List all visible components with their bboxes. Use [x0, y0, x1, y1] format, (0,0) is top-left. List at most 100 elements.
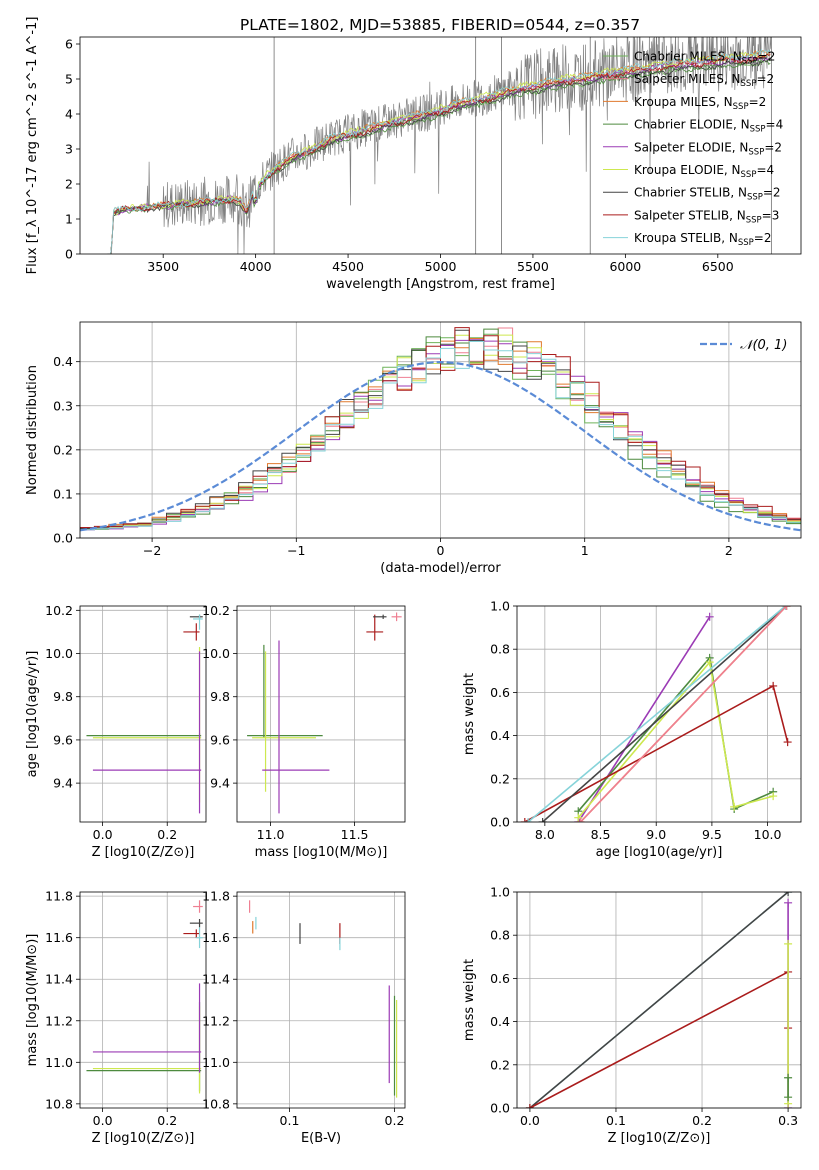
panel-weight-vs-age: 8.0 8.5 9.0 9.5 10.0 0.0 0.2 0.4 0.6 0.8 1.0 age [l… [462, 599, 802, 860]
y-tick-label: 0.4 [53, 354, 73, 369]
weight-marker [783, 738, 792, 747]
plot-area [86, 614, 203, 814]
y-tick-label: 11.0 [45, 1055, 73, 1070]
panel-residuals: −2 −1 0 1 2 0.0 0.1 0.2 0.3 0.4 (data-model)/error… [25, 321, 802, 576]
y-tick-label: 11.2 [45, 1013, 73, 1028]
y-tick-label: 1.0 [490, 599, 510, 614]
y-tick-label: 0.4 [490, 728, 510, 743]
y-tick-label: 10.0 [202, 646, 230, 661]
y-tick-label: 0.0 [490, 1101, 510, 1116]
legend-subscript: SSP [733, 102, 749, 112]
x-tick-label: 0.2 [385, 1113, 405, 1128]
y-tick-label: 0.8 [490, 642, 510, 657]
x-tick-label: 0.0 [520, 1113, 540, 1128]
weight-line [529, 892, 789, 1108]
model-chabrier-stelib [107, 57, 771, 254]
grid [80, 892, 206, 1108]
y-tick-label: 0.0 [490, 815, 510, 830]
y-tick-label: 9.6 [210, 732, 230, 747]
legend-subscript: SSP [738, 238, 754, 248]
grid [80, 606, 206, 822]
legend-count: =2 [764, 140, 782, 154]
legend-label: Kroupa ELODIE, NSSP=4 [634, 163, 774, 180]
y-tick-label: 3 [65, 142, 73, 157]
legend-label: Salpeter STELIB, NSSP=3 [634, 208, 779, 225]
axes-frame [236, 605, 406, 823]
x-tick-label: 6500 [702, 259, 734, 274]
weight-line [577, 660, 774, 819]
grid [237, 606, 405, 822]
x-axis-label: Z [log10(Z/Z⊙)] [92, 845, 195, 860]
x-tick-label: 0 [437, 543, 445, 558]
plot-area [107, 37, 772, 254]
y-tick-label: 11.4 [202, 972, 230, 987]
weight-marker [524, 818, 533, 822]
y-tick-label: 10.2 [202, 603, 230, 618]
weight-marker [769, 792, 778, 801]
legend-subscript: SSP [747, 193, 763, 203]
legend-label: 𝒩(0, 1) [740, 338, 787, 353]
y-tick-label: 11.2 [202, 1013, 230, 1028]
plot-area [86, 900, 203, 1094]
panel-age-vs-Z: 0.0 0.2 9.4 9.6 9.8 10.0 10.2 Z [log10(Z/Z⊙)] ag… [25, 603, 207, 860]
legend-count: =2 [763, 186, 781, 200]
panel-spectrum: 3500 4000 4500 5000 5500 6000 6500 0 1 2 3 4 5 6 wavel… [25, 17, 802, 292]
plot-area [520, 606, 792, 822]
x-tick-label: 0.3 [778, 1113, 798, 1128]
y-tick-label: 11.8 [202, 889, 230, 904]
weight-marker [538, 818, 547, 822]
panel-weight-vs-Z: 0.0 0.1 0.2 0.3 0.0 0.2 0.4 0.6 0.8 1.0 Z [log10(Z… [462, 885, 802, 1146]
y-axis-label: mass weight [462, 959, 477, 1041]
axes-frame [79, 321, 802, 539]
legend-count: =4 [766, 118, 784, 132]
x-tick-label: 0.1 [606, 1113, 626, 1128]
weight-marker [576, 818, 585, 822]
x-tick-label: 1 [581, 543, 589, 558]
legend: Chabrier MILES, NSSP=2 Salpeter MILES, NS… [603, 50, 783, 248]
y-tick-label: 11.0 [202, 1055, 230, 1070]
x-tick-label: 2 [725, 543, 733, 558]
x-tick-label: 6000 [609, 259, 641, 274]
weight-marker [784, 1073, 793, 1082]
y-tick-label: 1 [65, 212, 73, 227]
x-tick-label: 0.2 [692, 1113, 712, 1128]
weight-line [527, 606, 786, 822]
axes-frame [516, 891, 802, 1109]
y-tick-label: 0.2 [490, 771, 510, 786]
weight-marker [705, 612, 714, 621]
weight-marker [784, 1093, 793, 1102]
x-tick-label: 3500 [147, 259, 179, 274]
histogram-kroupa-stelib [80, 341, 801, 531]
x-axis-label: age [log10(age/yr)] [596, 845, 723, 860]
y-tick-label: 10.8 [45, 1096, 73, 1111]
weight-marker [574, 813, 583, 822]
weight-marker [784, 898, 793, 907]
y-tick-label: 11.6 [45, 930, 73, 945]
weight-line [579, 606, 788, 822]
plot-area [80, 327, 801, 532]
x-tick-label: 8.0 [535, 827, 555, 842]
y-tick-label: 1.0 [490, 885, 510, 900]
model-kroupa-elodie [107, 51, 771, 254]
x-tick-label: 4000 [240, 259, 272, 274]
legend-label: Chabrier ELODIE, NSSP=4 [634, 118, 783, 135]
y-tick-label: 0.2 [490, 1057, 510, 1072]
legend-label: Salpeter MILES, NSSP=2 [634, 72, 774, 89]
legend-subscript: SSP [748, 147, 764, 157]
y-tick-label: 0.6 [490, 971, 510, 986]
y-tick-label: 4 [65, 107, 73, 122]
x-tick-label: 0.0 [93, 827, 113, 842]
legend-count: =4 [756, 163, 774, 177]
weight-marker [525, 1104, 534, 1108]
plot-area [249, 900, 398, 1098]
x-tick-label: 11.5 [341, 827, 369, 842]
panel-mass-vs-EBV: 0.1 0.2 10.8 11.0 11.2 11.4 11.6 11.8 E(B-V) [202, 889, 406, 1146]
weight-line [577, 655, 774, 812]
y-axis-label: Normed distribution [25, 365, 40, 495]
x-tick-label: 5500 [517, 259, 549, 274]
legend-subscript: SSP [746, 215, 762, 225]
grid [237, 892, 405, 1108]
legend-subscript: SSP [741, 79, 757, 89]
weight-marker [784, 892, 793, 896]
